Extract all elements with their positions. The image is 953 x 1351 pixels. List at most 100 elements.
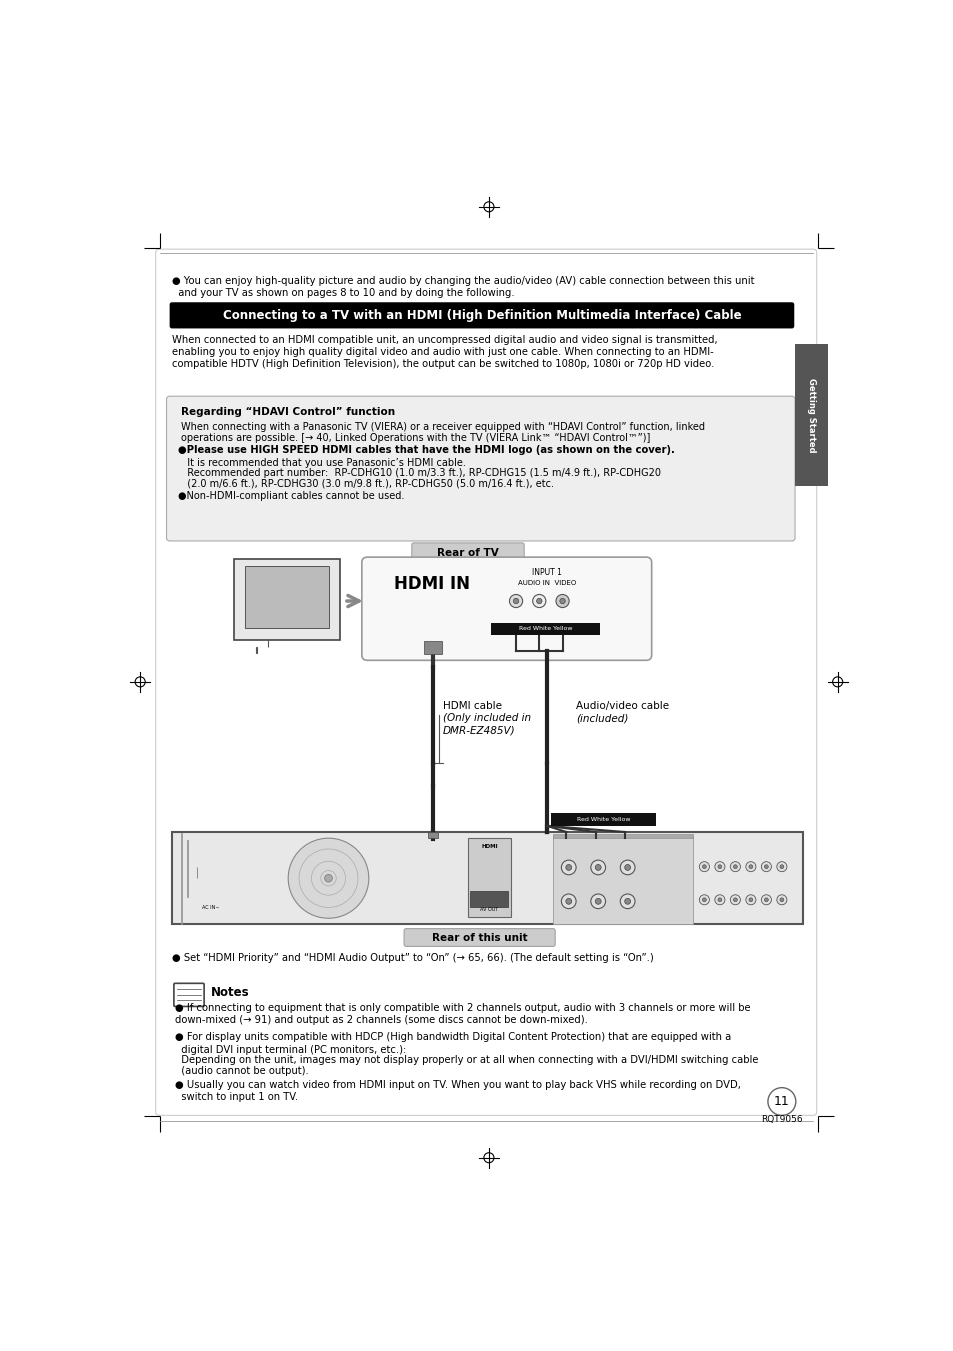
Text: AV OUT: AV OUT [479, 907, 497, 912]
Text: and your TV as shown on pages 8 to 10 and by doing the following.: and your TV as shown on pages 8 to 10 an… [172, 288, 514, 299]
Circle shape [565, 865, 571, 870]
Circle shape [780, 865, 783, 869]
Circle shape [288, 838, 369, 919]
Text: ● If connecting to equipment that is only compatible with 2 channels output, aud: ● If connecting to equipment that is onl… [174, 1002, 750, 1024]
Text: Recommended part number:  RP-CDHG10 (1.0 m/3.3 ft.), RP-CDHG15 (1.5 m/4.9 ft.), : Recommended part number: RP-CDHG10 (1.0 … [181, 467, 660, 478]
Circle shape [624, 898, 630, 904]
Circle shape [513, 598, 518, 604]
Circle shape [595, 865, 600, 870]
Circle shape [745, 862, 755, 871]
Text: ●Please use HIGH SPEED HDMI cables that have the HDMI logo (as shown on the cove: ●Please use HIGH SPEED HDMI cables that … [178, 446, 675, 455]
Text: Depending on the unit, images may not display properly or at all when connecting: Depending on the unit, images may not di… [174, 1055, 758, 1066]
Text: RQT9056: RQT9056 [760, 1116, 801, 1124]
Text: ● Usually you can watch video from HDMI input on TV. When you want to play back : ● Usually you can watch video from HDMI … [174, 1079, 740, 1101]
Circle shape [536, 598, 541, 604]
Circle shape [560, 861, 576, 874]
Circle shape [565, 898, 571, 904]
Circle shape [748, 898, 752, 901]
Circle shape [763, 898, 767, 901]
Circle shape [324, 874, 332, 882]
Bar [794, 345, 827, 486]
Text: Getting Started: Getting Started [806, 378, 815, 453]
Circle shape [590, 861, 605, 874]
Text: digital DVI input terminal (PC monitors, etc.):: digital DVI input terminal (PC monitors,… [174, 1044, 406, 1055]
Text: HDMI: HDMI [480, 844, 497, 850]
Text: ●Non-HDMI-compliant cables cannot be used.: ●Non-HDMI-compliant cables cannot be use… [178, 490, 404, 501]
Text: When connected to an HDMI compatible unit, an uncompressed digital audio and vid: When connected to an HDMI compatible uni… [172, 335, 717, 369]
Bar [553, 835, 692, 838]
Bar [181, 832, 182, 924]
Text: operations are possible. [→ 40, Linked Operations with the TV (VIERA Link™ “HDAV: operations are possible. [→ 40, Linked O… [181, 434, 650, 443]
Circle shape [718, 898, 721, 901]
Circle shape [701, 898, 705, 901]
Text: (2.0 m/6.6 ft.), RP-CDHG30 (3.0 m/9.8 ft.), RP-CDHG50 (5.0 m/16.4 ft.), etc.: (2.0 m/6.6 ft.), RP-CDHG30 (3.0 m/9.8 ft… [181, 478, 554, 489]
Text: Connecting to a TV with an HDMI (High Definition Multimedia Interface) Cable: Connecting to a TV with an HDMI (High De… [222, 309, 740, 322]
Text: HDMI cable: HDMI cable [443, 701, 501, 711]
Circle shape [509, 594, 522, 608]
Text: ● Set “HDMI Priority” and “HDMI Audio Output” to “On” (→ 65, 66). (The default s: ● Set “HDMI Priority” and “HDMI Audio Ou… [172, 952, 653, 963]
FancyBboxPatch shape [173, 984, 204, 1006]
Circle shape [714, 862, 724, 871]
Bar [470, 890, 508, 908]
Text: 11: 11 [773, 1096, 789, 1108]
Circle shape [624, 865, 630, 870]
Text: Rear of TV: Rear of TV [436, 549, 498, 558]
Circle shape [619, 861, 635, 874]
Text: (included): (included) [576, 713, 628, 723]
Circle shape [748, 865, 752, 869]
Text: Rear of this unit: Rear of this unit [432, 932, 527, 943]
Circle shape [730, 862, 740, 871]
Bar [491, 623, 599, 635]
Circle shape [776, 862, 786, 871]
Circle shape [595, 898, 600, 904]
Text: DMR-EZ485V): DMR-EZ485V) [443, 725, 516, 736]
Text: HDMI IN: HDMI IN [394, 576, 470, 593]
Circle shape [780, 898, 783, 901]
Text: ● You can enjoy high-quality picture and audio by changing the audio/video (AV) : ● You can enjoy high-quality picture and… [172, 276, 754, 286]
Circle shape [714, 894, 724, 905]
Bar [233, 559, 340, 639]
Circle shape [718, 865, 721, 869]
Bar [553, 836, 692, 924]
Circle shape [532, 594, 545, 608]
FancyBboxPatch shape [167, 396, 794, 540]
Text: Red White Yellow: Red White Yellow [577, 817, 630, 821]
Circle shape [763, 865, 767, 869]
Text: Audio/video cable: Audio/video cable [576, 701, 669, 711]
Circle shape [699, 862, 709, 871]
Text: Notes: Notes [211, 986, 249, 998]
Circle shape [733, 898, 737, 901]
Circle shape [619, 894, 635, 909]
Circle shape [590, 894, 605, 909]
Text: ● For display units compatible with HDCP (High bandwidth Digital Content Protect: ● For display units compatible with HDCP… [174, 1032, 731, 1042]
Bar [423, 642, 442, 654]
Text: Red White Yellow: Red White Yellow [518, 627, 572, 631]
Bar [245, 566, 329, 628]
Circle shape [760, 862, 771, 871]
FancyBboxPatch shape [412, 543, 523, 563]
Bar [468, 838, 510, 917]
FancyBboxPatch shape [404, 928, 555, 946]
Bar [172, 832, 802, 924]
Circle shape [776, 894, 786, 905]
Circle shape [701, 865, 705, 869]
Text: AUDIO IN  VIDEO: AUDIO IN VIDEO [517, 581, 576, 586]
Circle shape [760, 894, 771, 905]
Circle shape [556, 594, 569, 608]
FancyBboxPatch shape [361, 557, 651, 661]
Text: INPUT 1: INPUT 1 [532, 567, 561, 577]
Circle shape [733, 865, 737, 869]
Bar [428, 832, 437, 838]
Circle shape [560, 894, 576, 909]
Text: (audio cannot be output).: (audio cannot be output). [174, 1066, 309, 1077]
Circle shape [559, 598, 565, 604]
Text: AC IN~: AC IN~ [202, 905, 219, 911]
Text: (Only included in: (Only included in [443, 713, 531, 723]
Text: When connecting with a Panasonic TV (VIERA) or a receiver equipped with “HDAVI C: When connecting with a Panasonic TV (VIE… [181, 423, 704, 432]
Circle shape [745, 894, 755, 905]
Bar [550, 813, 656, 825]
Text: It is recommended that you use Panasonic’s HDMI cable.: It is recommended that you use Panasonic… [181, 458, 466, 467]
FancyBboxPatch shape [170, 303, 794, 328]
Circle shape [699, 894, 709, 905]
Circle shape [730, 894, 740, 905]
